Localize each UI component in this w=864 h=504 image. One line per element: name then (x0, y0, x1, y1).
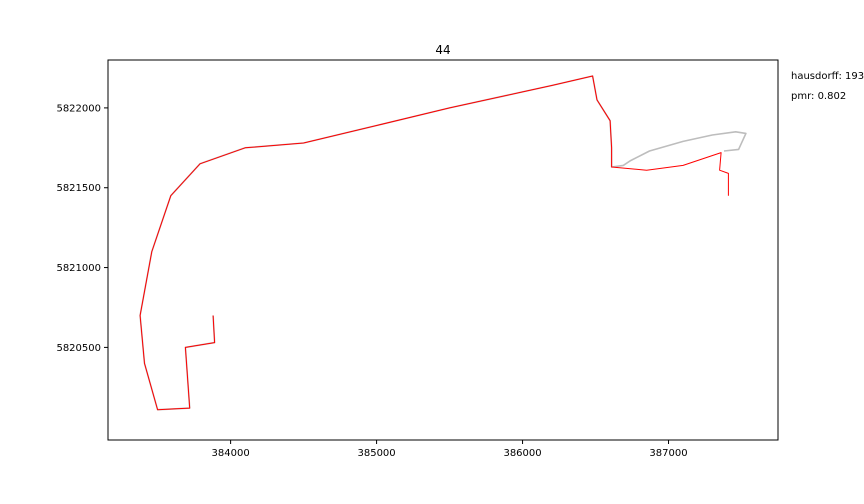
x-tick-label-3: 387000 (649, 448, 687, 459)
y-tick-label-2: 5821500 (56, 183, 101, 194)
x-axis: 384000 385000 386000 387000 (212, 440, 688, 459)
y-tick-label-3: 5822000 (56, 103, 101, 114)
plot-frame (107, 59, 779, 441)
pmr-annotation: pmr: 0.802 (791, 91, 846, 102)
series-layer (139, 75, 747, 411)
x-tick-label-1: 385000 (357, 448, 395, 459)
hausdorff-annotation: hausdorff: 193 (791, 71, 864, 82)
y-tick-label-1: 5821000 (56, 263, 101, 274)
chart-title: 44 (435, 43, 450, 57)
series-line-1 (139, 75, 729, 411)
x-tick-label-2: 386000 (503, 448, 541, 459)
y-axis: 5820500 5821000 5821500 5822000 (56, 103, 108, 354)
y-tick-label-0: 5820500 (56, 343, 101, 354)
series-line-0 (139, 75, 747, 411)
x-tick-label-0: 384000 (212, 448, 250, 459)
